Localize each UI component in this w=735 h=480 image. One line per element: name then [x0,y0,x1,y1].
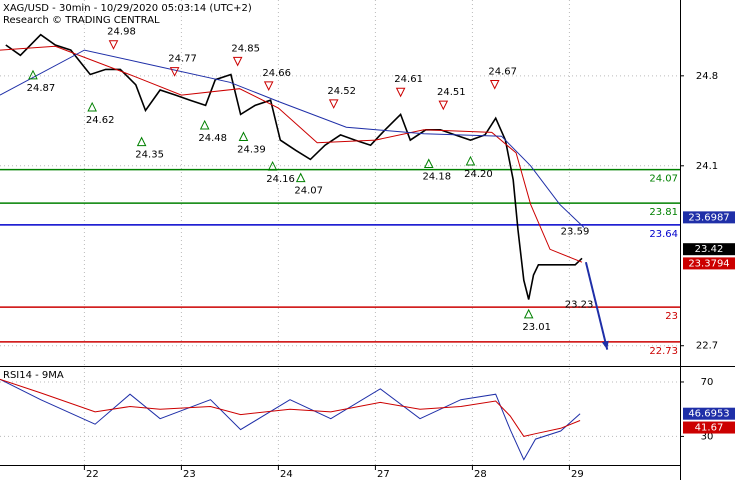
pivot-label: 24.18 [422,172,451,183]
pivot-marker [28,69,38,80]
annotation: 23.59 [561,226,590,237]
pivot-marker [108,40,119,50]
pivot-marker [523,308,534,319]
pivot-marker [395,87,406,98]
last-value-box [683,211,735,224]
last-value-box [683,257,735,270]
pivot-label: 24.39 [237,145,266,156]
series-line [0,49,585,228]
pivot-label: 24.61 [394,74,423,85]
last-value-label: 23.42 [695,244,724,255]
pivot-marker [465,155,476,166]
x-tick-label: 29 [571,469,584,480]
pivot-label: 24.77 [168,54,197,65]
pivot-label: 24.20 [464,169,493,180]
pivot-marker [238,131,249,142]
last-value-box [683,407,735,420]
y-tick-label: 30 [701,431,714,442]
x-tick-label: 24 [280,469,293,480]
pivot-label: 24.87 [27,83,56,94]
pivot-label: 23.01 [522,322,551,333]
pivot-marker [328,99,339,109]
pivot-marker [87,101,97,112]
last-value-label: 23.6987 [688,212,729,223]
pivot-label: 24.98 [107,27,136,38]
series-line [0,378,581,437]
level-label: 22.73 [649,346,678,357]
pivot-label: 24.35 [135,150,164,161]
last-value-label: 23.3794 [688,258,729,269]
pivot-marker [438,100,449,111]
chart-title: XAG/USD - 30min - 10/29/2020 05:03:14 (U… [3,3,252,14]
rsi-label: RSI14 - 9MA [3,370,64,381]
pivot-marker [232,56,243,67]
last-value-box [683,421,735,434]
pivot-label: 24.52 [327,86,356,97]
chart-subtitle: Research © TRADING CENTRAL [3,15,160,26]
last-value-label: 41.67 [695,423,724,434]
x-tick-label: 28 [474,469,487,480]
pivot-marker [423,158,434,169]
last-value-box [683,243,735,256]
y-tick-label: 24.8 [696,71,718,82]
pivot-marker [136,136,147,147]
pivot-marker [263,81,274,91]
annotation: 23.23 [565,300,594,311]
pivot-label: 24.85 [231,43,260,54]
forecast-arrow [584,261,609,350]
series-line [0,378,581,461]
y-tick-label: 22.7 [696,341,718,352]
x-tick-label: 27 [377,469,390,480]
y-tick-label: 70 [701,377,714,388]
level-label: 24.07 [649,174,678,185]
level-label: 23 [665,311,678,322]
pivot-label: 24.16 [266,174,295,185]
x-tick-label: 23 [183,469,196,480]
pivot-label: 24.51 [437,87,466,98]
pivot-label: 24.48 [198,133,227,144]
pivot-marker [267,160,278,171]
pivot-label: 24.62 [86,115,115,126]
pivot-marker [489,80,500,90]
x-tick-label: 22 [86,469,99,480]
pivot-marker [295,172,306,183]
pivot-marker [199,119,210,130]
pivot-label: 24.66 [262,68,291,79]
arrow-head [601,340,609,350]
last-value-label: 46.6953 [688,409,729,420]
y-tick-label: 24.1 [696,161,718,172]
pivot-marker [169,67,180,77]
level-label: 23.64 [649,229,678,240]
level-label: 23.81 [649,207,678,218]
series-line [0,45,583,263]
pivot-label: 24.07 [294,186,323,197]
series-line [5,33,583,300]
pivot-label: 24.67 [488,67,517,78]
